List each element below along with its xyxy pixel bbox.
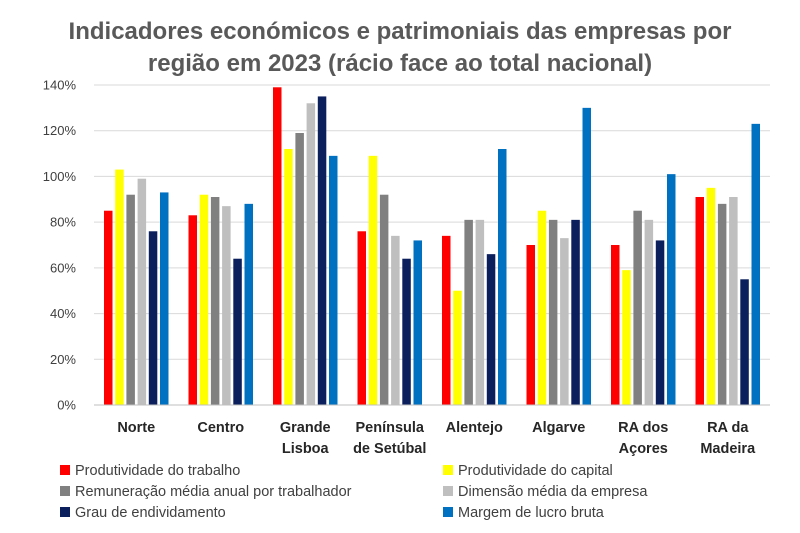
bar bbox=[695, 197, 704, 405]
category-label: Península bbox=[356, 420, 425, 436]
bar bbox=[740, 279, 749, 405]
bar bbox=[644, 219, 654, 405]
category-label: Algarve bbox=[532, 420, 585, 436]
bar bbox=[413, 240, 422, 405]
bar bbox=[391, 235, 400, 405]
category-label: Norte bbox=[117, 420, 155, 436]
y-tick-label: 140% bbox=[43, 78, 77, 93]
legend-label: Remuneração média anual por trabalhador bbox=[75, 484, 352, 500]
bar bbox=[706, 187, 716, 405]
bar bbox=[537, 210, 547, 405]
y-tick-label: 20% bbox=[50, 352, 76, 367]
bar bbox=[526, 245, 535, 405]
bar bbox=[560, 238, 569, 405]
chart-title-line: região em 2023 (rácio face ao total naci… bbox=[148, 50, 652, 77]
chart-title-line: Indicadores económicos e patrimoniais da… bbox=[69, 18, 732, 45]
category-label: Alentejo bbox=[446, 420, 503, 436]
bar bbox=[329, 155, 338, 405]
bar bbox=[244, 203, 253, 405]
bar bbox=[160, 192, 169, 405]
bar bbox=[284, 149, 293, 405]
y-tick-label: 60% bbox=[50, 260, 76, 275]
bar bbox=[571, 219, 580, 405]
legend-label: Margem de lucro bruta bbox=[458, 505, 605, 521]
bar bbox=[548, 219, 558, 405]
bar bbox=[751, 123, 760, 405]
category-label: Lisboa bbox=[282, 441, 330, 457]
bar bbox=[453, 290, 462, 405]
legend-label: Produtividade do capital bbox=[458, 463, 613, 479]
bar bbox=[717, 203, 727, 405]
bar bbox=[188, 215, 197, 405]
bar bbox=[611, 245, 620, 405]
bar bbox=[368, 155, 378, 405]
bar bbox=[402, 258, 411, 405]
bar bbox=[622, 270, 631, 405]
category-label: RA dos bbox=[618, 420, 668, 436]
y-tick-label: 120% bbox=[43, 123, 77, 138]
legend-label: Dimensão média da empresa bbox=[458, 484, 648, 500]
bar bbox=[379, 194, 389, 405]
y-tick-label: 80% bbox=[50, 215, 76, 230]
bar bbox=[442, 235, 451, 405]
legend-swatch bbox=[60, 486, 70, 496]
bar bbox=[199, 194, 209, 405]
y-tick-label: 100% bbox=[43, 169, 77, 184]
category-label: RA da bbox=[707, 420, 749, 436]
bar bbox=[655, 240, 665, 405]
bar bbox=[115, 169, 124, 405]
bar bbox=[357, 231, 366, 405]
bar bbox=[464, 219, 473, 405]
y-tick-label: 40% bbox=[50, 306, 76, 321]
bar bbox=[273, 87, 282, 406]
bar bbox=[729, 197, 738, 405]
bar bbox=[233, 258, 242, 405]
legend-swatch bbox=[60, 465, 70, 475]
legend-swatch bbox=[443, 507, 453, 517]
bar bbox=[486, 254, 496, 405]
y-axis-ticks: 0% 20% 40% 60% 80% 100% 120% 140% bbox=[43, 78, 77, 413]
y-tick-label: 0% bbox=[57, 398, 76, 413]
bar bbox=[306, 103, 316, 406]
bar bbox=[148, 231, 158, 405]
category-label: Centro bbox=[197, 420, 244, 436]
bar bbox=[126, 194, 135, 405]
bar bbox=[295, 133, 304, 405]
category-label: Madeira bbox=[700, 441, 756, 457]
bar bbox=[137, 178, 147, 405]
category-label: de Setúbal bbox=[353, 441, 426, 457]
legend-swatch bbox=[60, 507, 70, 517]
bar bbox=[667, 174, 676, 405]
bar bbox=[475, 219, 485, 405]
bar bbox=[582, 107, 591, 405]
legend: Produtividade do trabalho Produtividade d… bbox=[60, 463, 648, 521]
legend-swatch bbox=[443, 465, 453, 475]
bar bbox=[317, 96, 327, 405]
bar bbox=[633, 210, 642, 405]
bar bbox=[104, 210, 113, 405]
legend-swatch bbox=[443, 486, 453, 496]
legend-label: Produtividade do trabalho bbox=[75, 463, 240, 479]
legend-label: Grau de endividamento bbox=[75, 505, 226, 521]
bar bbox=[498, 149, 507, 405]
category-labels: Norte Centro Grande Lisboa Península de Setúb… bbox=[117, 420, 756, 457]
bars bbox=[104, 87, 760, 406]
bar bbox=[210, 197, 220, 405]
category-label: Açores bbox=[619, 441, 668, 457]
chart-title: Indicadores económicos e patrimoniais da… bbox=[69, 18, 732, 77]
bar bbox=[222, 206, 231, 405]
category-label: Grande bbox=[280, 420, 331, 436]
